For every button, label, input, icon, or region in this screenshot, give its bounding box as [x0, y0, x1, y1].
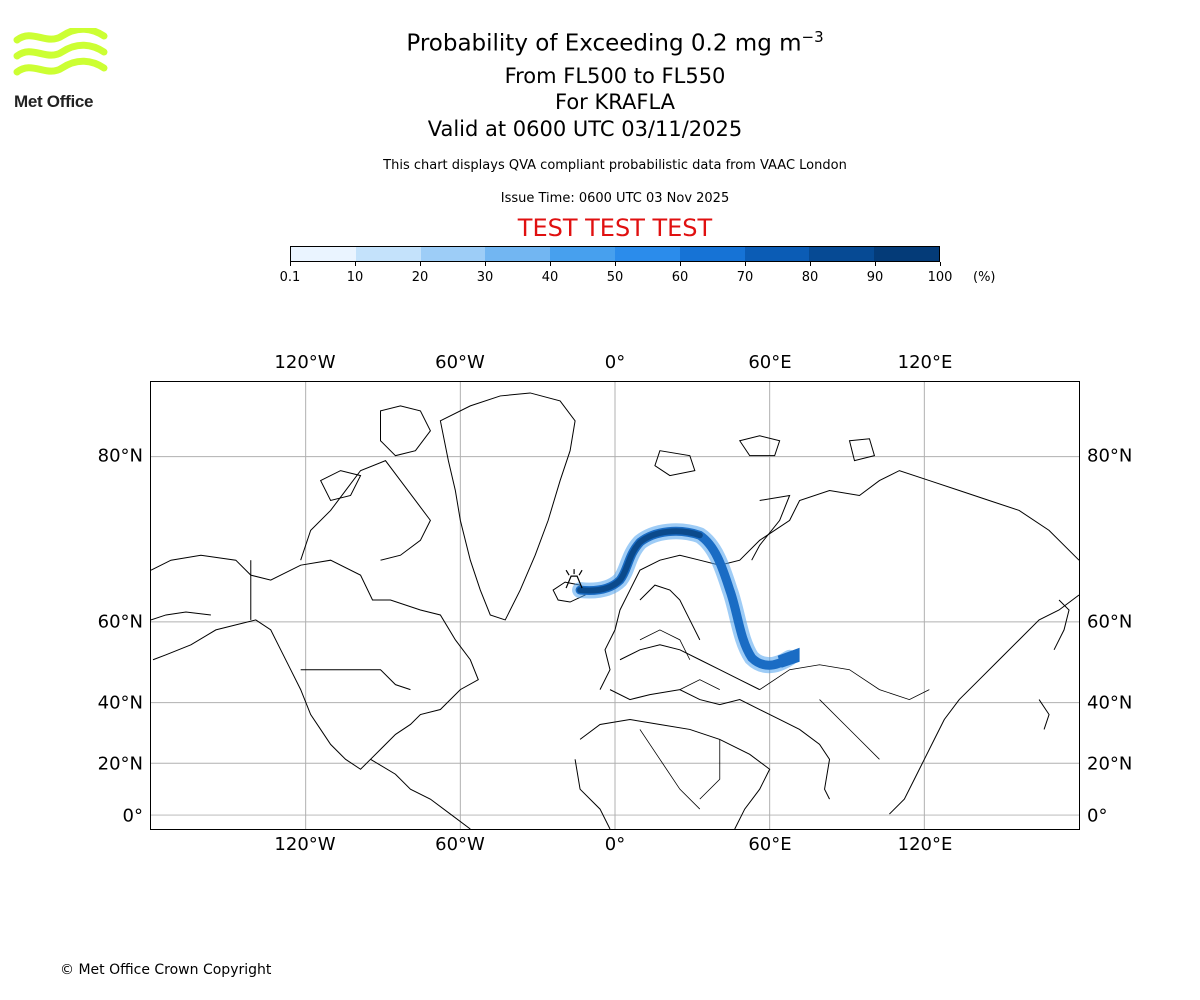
- colorbar-tick: [290, 262, 291, 266]
- copyright: © Met Office Crown Copyright: [60, 962, 272, 978]
- colorbar-unit: (%): [973, 270, 996, 285]
- colorbar-tick-label: 30: [476, 270, 494, 285]
- latitude-label: 60°N: [1087, 611, 1133, 633]
- longitude-label: 120°W: [274, 352, 336, 373]
- colorbar-tick: [420, 262, 421, 266]
- colorbar-tick-label: 70: [736, 270, 754, 285]
- latitude-label: 40°N: [1087, 692, 1133, 714]
- colorbar-segment: [420, 247, 486, 261]
- longitude-label: 120°E: [897, 834, 953, 855]
- chart-title: Probability of Exceeding 0.2 mg m−3: [0, 28, 1200, 57]
- colorbar-segment: [679, 247, 745, 261]
- colorbar-tick-label: 50: [606, 270, 624, 285]
- colorbar-tick: [810, 262, 811, 266]
- colorbar-tick-label: 80: [801, 270, 819, 285]
- colorbar-tick: [940, 262, 941, 266]
- logo-text: Met Office: [14, 92, 94, 111]
- colorbar-tick-label: 90: [866, 270, 884, 285]
- colorbar-tick: [875, 262, 876, 266]
- colorbar-tick-label: 0.1: [279, 270, 301, 285]
- plume-core: [577, 528, 703, 594]
- colorbar-segment: [744, 247, 810, 261]
- colorbar-tick: [745, 262, 746, 266]
- title-main: Probability of Exceeding 0.2 mg m: [406, 30, 802, 57]
- colorbar: [290, 246, 940, 262]
- colorbar-segment: [809, 247, 875, 261]
- colorbar-tick: [485, 262, 486, 266]
- latitude-label: 0°: [1087, 805, 1108, 827]
- colorbar-tick-label: 10: [346, 270, 364, 285]
- valid-time: Valid at 0600 UTC 03/11/2025: [427, 117, 743, 141]
- colorbar-tick-label: 40: [541, 270, 559, 285]
- latitude-label: 80°N: [97, 445, 143, 467]
- country-borders: [639, 629, 930, 810]
- latitude-label: 40°N: [97, 692, 143, 714]
- issue-time: Issue Time: 0600 UTC 03 Nov 2025: [500, 191, 730, 206]
- colorbar-segment: [485, 247, 551, 261]
- longitude-label: 60°W: [435, 352, 485, 373]
- colorbar-tick-label: 60: [671, 270, 689, 285]
- longitude-label: 60°E: [748, 352, 792, 373]
- map-panel: [150, 381, 1080, 830]
- colorbar-segment: [291, 247, 356, 261]
- latitude-label: 80°N: [1087, 445, 1133, 467]
- colorbar-tick-label: 100: [927, 270, 953, 285]
- longitude-label: 60°W: [435, 834, 485, 855]
- ash-plume: [572, 523, 800, 674]
- colorbar-segment: [614, 247, 680, 261]
- colorbar-segment: [874, 247, 939, 261]
- colorbar-tick: [615, 262, 616, 266]
- longitude-label: 120°W: [274, 834, 336, 855]
- colorbar-tick: [680, 262, 681, 266]
- colorbar-segment: [550, 247, 615, 261]
- volcano-name: For KRAFLA: [555, 90, 675, 114]
- volcano-icon: [565, 569, 583, 589]
- colorbar-tick-label: 20: [411, 270, 429, 285]
- longitude-label: 0°: [604, 352, 626, 373]
- longitude-label: 60°E: [748, 834, 792, 855]
- flight-levels: From FL500 to FL550: [504, 64, 726, 88]
- longitude-label: 120°E: [897, 352, 953, 373]
- plume-tail: [777, 647, 800, 668]
- latitude-label: 0°: [122, 805, 143, 827]
- colorbar-tick: [355, 262, 356, 266]
- description: This chart displays QVA compliant probab…: [383, 158, 847, 173]
- test-banner: TEST TEST TEST: [517, 214, 713, 242]
- longitude-label: 0°: [604, 834, 626, 855]
- latitude-label: 20°N: [97, 753, 143, 775]
- met-office-logo-icon: [13, 28, 108, 76]
- latitude-label: 60°N: [97, 611, 143, 633]
- latitude-label: 20°N: [1087, 753, 1133, 775]
- colorbar-segment: [355, 247, 421, 261]
- colorbar-tick: [550, 262, 551, 266]
- title-superscript: −3: [801, 28, 824, 46]
